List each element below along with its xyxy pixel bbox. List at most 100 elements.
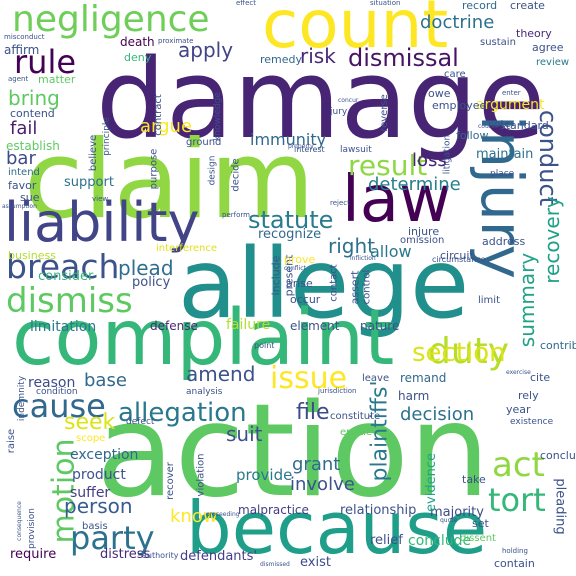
word-omission: omission (400, 235, 445, 246)
word-damage: damage (96, 35, 546, 163)
word-analysis: analysis (186, 387, 223, 397)
word-tort: tort (488, 481, 546, 519)
word-provision: provision (26, 508, 37, 549)
word-suit: suit (226, 422, 263, 446)
word-provide: provide (236, 466, 293, 484)
word-relationship: relationship (340, 503, 417, 518)
word-conflict: conflict (284, 265, 306, 272)
word-death: death (120, 35, 155, 49)
word-suffer: suffer (70, 485, 111, 501)
word-purpose: purpose (148, 148, 160, 190)
word-authority: authority (142, 551, 179, 560)
word-dismiss: dismiss (6, 281, 133, 321)
word-immunity: immunity (250, 130, 327, 149)
word-rule: rule (14, 43, 77, 81)
word-note: note (488, 119, 511, 130)
word-include: include (269, 255, 283, 296)
word-contain: contain (494, 557, 535, 570)
word-apply: apply (178, 38, 234, 62)
word-circumstance: circumstance (432, 255, 486, 264)
word-argue: argue (140, 116, 193, 137)
word-believe: believe (88, 134, 100, 172)
word-reverse: reverse (378, 94, 390, 132)
word-injure: injure (408, 225, 440, 238)
word-proceeding: proceeding (206, 511, 240, 518)
word-assumption: assumption (2, 203, 37, 210)
word-dismissal: dismissal (348, 44, 459, 72)
word-malpractice: malpractice (238, 503, 309, 517)
word-plaintiffs: plaintiffs' (367, 380, 393, 482)
word-conclude: conclude (408, 533, 472, 549)
word-affirm: affirm (4, 43, 40, 57)
word-party: party (70, 519, 155, 557)
word-dissent: dissent (460, 533, 496, 544)
word-limitation: limitation (30, 319, 97, 335)
word-allow: allow (370, 242, 412, 261)
word-plead: plead (118, 256, 174, 280)
word-defendants: defendants' (180, 549, 257, 564)
word-negligence: negligence (12, 0, 210, 40)
word-decision: decision (400, 404, 475, 425)
word-support: support (64, 175, 114, 190)
word-exception: exception (70, 447, 139, 463)
word-allege: allege (178, 228, 470, 340)
word-knowledge: knowledge (212, 92, 223, 141)
word-require: require (10, 547, 57, 562)
word-create: create (510, 0, 545, 12)
word-prove: prove (284, 253, 316, 266)
word-interest: interest (294, 145, 325, 154)
word-arise: arise (286, 277, 313, 290)
word-recover: recover (164, 462, 176, 500)
word-maintain: maintain (476, 147, 534, 162)
word-indemnity: indemnity (17, 375, 28, 422)
word-occur: occur (290, 293, 321, 306)
word-course: course (478, 123, 499, 130)
word-raise: raise (6, 428, 18, 454)
word-theory: theory (516, 27, 552, 40)
word-place: place (490, 169, 515, 179)
word-file: file (296, 400, 330, 425)
word-principle: principle (101, 117, 112, 156)
word-interference: interference (156, 243, 218, 254)
word-condition: condition (36, 387, 78, 397)
word-pleading: pleading (552, 478, 568, 535)
word-owe: owe (428, 87, 451, 100)
word-agent: agent (8, 75, 29, 83)
word-effect: effect (236, 0, 257, 7)
word-conclusion: conclusion (540, 449, 576, 462)
word-basis: basis (82, 521, 108, 532)
word-nature: nature (360, 319, 400, 333)
word-claim: claim (24, 118, 315, 243)
word-allegation: allegation (118, 398, 247, 428)
word-existence: existence (510, 417, 554, 427)
word-defect: defect (126, 417, 155, 427)
word-violation: violation (195, 453, 207, 497)
word-loss: loss (412, 150, 447, 171)
word-leave: leave (362, 373, 390, 384)
word-result: result (348, 149, 428, 182)
word-concur: concur (338, 97, 359, 104)
word-recovery: recovery (539, 196, 564, 284)
word-failure: failure (226, 317, 271, 333)
word-standard: standard (500, 119, 549, 132)
word-sustain: sustain (480, 37, 516, 48)
word-view: view (92, 195, 109, 203)
word-duty: duty (428, 331, 510, 372)
word-care: care (444, 69, 466, 80)
word-point: point (254, 341, 275, 350)
word-statute: statute (248, 206, 334, 234)
word-bring: bring (8, 86, 60, 110)
word-grant: grant (292, 454, 341, 475)
word-bar: bar (6, 148, 36, 169)
word-design: design (207, 155, 218, 186)
word-product: product (72, 467, 126, 483)
word-person: person (64, 494, 133, 518)
word-situation: situation (370, 0, 401, 7)
word-infliction: infliction (350, 255, 376, 262)
word-law: law (342, 163, 452, 237)
word-action: action (96, 377, 490, 526)
word-issue: issue (270, 361, 348, 396)
word-seek: seek (64, 410, 116, 435)
word-follow: follow (456, 129, 489, 142)
